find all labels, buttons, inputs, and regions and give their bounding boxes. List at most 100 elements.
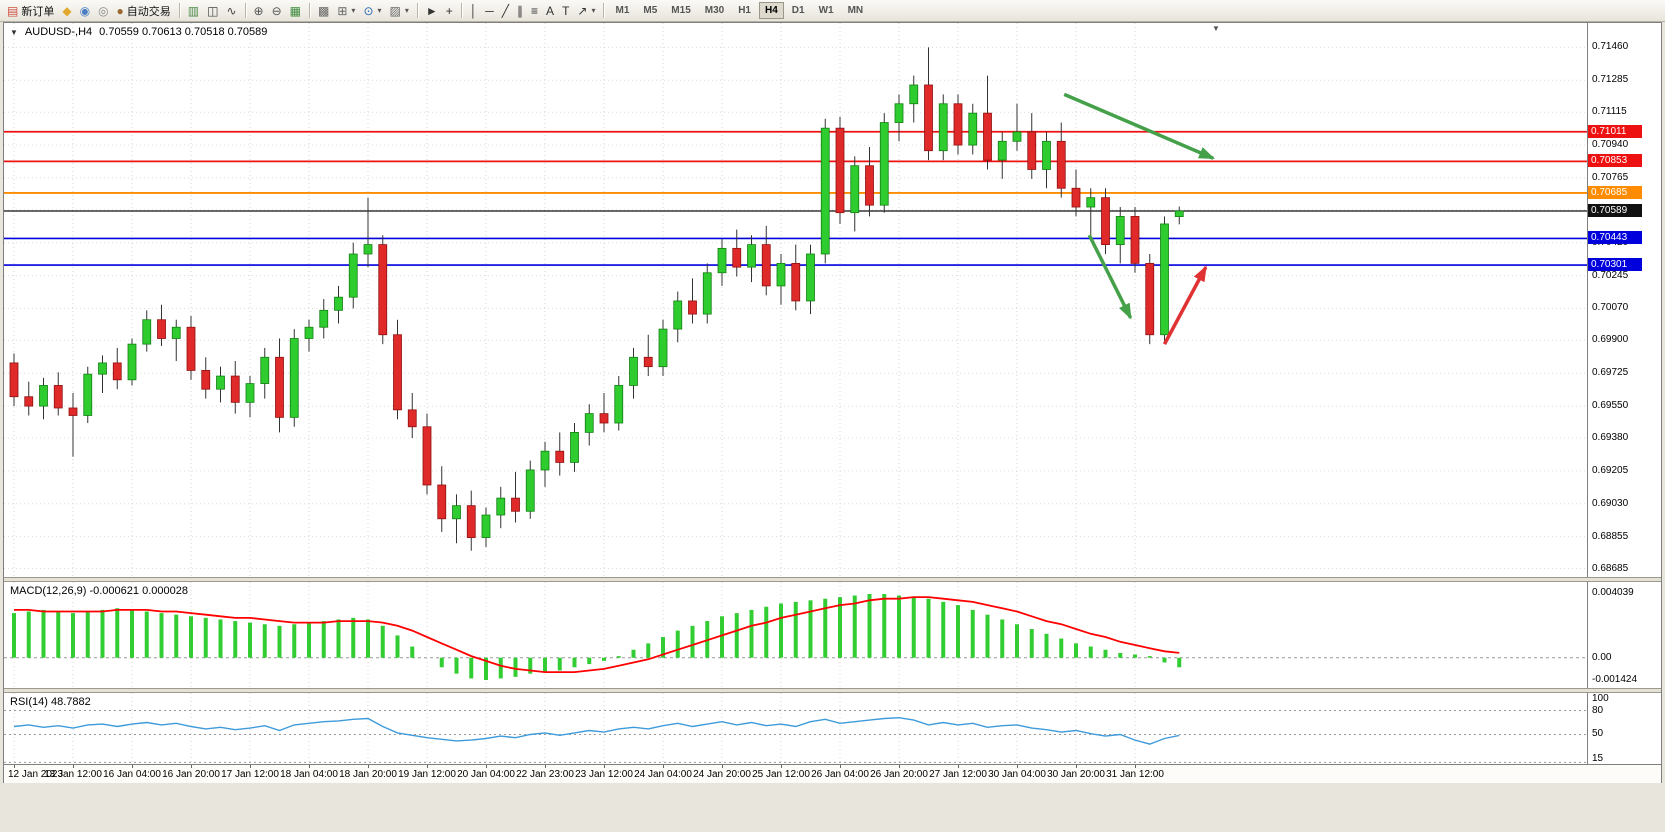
profiles-button[interactable]: ⊙ ▾ <box>359 1 385 20</box>
time-axis[interactable]: 12 Jan 2023 13 Jan 12:00 16 Jan 04:00 16 Ja… <box>4 764 1661 783</box>
market-button[interactable]: ◆ <box>58 1 75 20</box>
new-order-button-label: 新订单 <box>21 5 55 18</box>
new-order-icon: ▤ <box>7 3 19 18</box>
new-order-button[interactable]: ▤ 新订单 <box>3 1 58 20</box>
chevron-down-icon: ▾ <box>591 6 596 15</box>
time-axis-label: 25 Jan 12:00 <box>752 769 810 780</box>
toolbar: ▤ 新订单 ◆ ◉ ◎ ● 自动交易 ▥ ◫ ∿ ⊕ ⊖ ▦ ▩ ⊞ ▾ ⊙ ▾ ▨ ▾ ► + │ ─ ╱ ∥ ≡ A T ↗ ▾ M1 M5… <box>0 0 1665 22</box>
line-chart-button[interactable]: ∿ <box>222 1 240 20</box>
macd-scale-label: -0.001424 <box>1592 674 1638 686</box>
trendline-icon: ╱ <box>501 3 510 18</box>
zoom-out-icon: ⊖ <box>271 3 282 18</box>
time-tick <box>309 765 310 768</box>
price-tick-label: 0.68685 <box>1592 562 1629 574</box>
time-tick <box>958 765 959 768</box>
label-button[interactable]: T <box>558 1 573 20</box>
chart-window: 0.71460 0.71285 0.71115 0.70940 0.70765 0.705… <box>3 22 1662 783</box>
price-scale[interactable]: 0.71460 0.71285 0.71115 0.70940 0.70765 0.705… <box>1587 23 1661 577</box>
zoom-out-button[interactable]: ⊖ <box>268 1 286 20</box>
ohlc-label: 0.70559 0.70613 0.70518 0.70589 <box>99 26 268 38</box>
fibonacci-button[interactable]: ≡ <box>527 1 542 20</box>
toolbar-separator <box>244 3 246 18</box>
bar-chart-icon: ▥ <box>187 3 200 18</box>
vertical-line-button[interactable]: │ <box>466 1 482 20</box>
price-tag: 0.71011 <box>1588 124 1642 138</box>
time-axis-label: 16 Jan 04:00 <box>103 769 161 780</box>
time-tick <box>1017 765 1018 768</box>
time-axis-label: 17 Jan 12:00 <box>221 769 279 780</box>
channel-icon: ∥ <box>517 3 524 18</box>
horizontal-line-icon: ─ <box>485 3 494 18</box>
time-tick <box>663 765 664 768</box>
price-tick-label: 0.68855 <box>1592 530 1629 542</box>
templates-button[interactable]: ▨ ▾ <box>386 1 413 20</box>
time-tick <box>1135 765 1136 768</box>
price-tick-label: 0.70940 <box>1592 139 1629 151</box>
cursor-button[interactable]: ► <box>422 1 442 20</box>
rsi-scale[interactable]: 100 80 50 15 <box>1587 693 1661 764</box>
time-tick <box>368 765 369 768</box>
tile-windows-button[interactable]: ▦ <box>286 1 305 20</box>
clock-icon: ⊙ <box>363 3 374 18</box>
crosshair-button[interactable]: + <box>442 1 457 20</box>
collapse-icon[interactable]: ▼ <box>10 27 18 37</box>
toolbar-separator <box>416 3 418 18</box>
rsi-scale-label: 50 <box>1592 728 1604 740</box>
new-chart-button[interactable]: ⊞ ▾ <box>333 1 359 20</box>
line-chart-icon: ∿ <box>226 3 237 18</box>
channel-button[interactable]: ∥ <box>513 1 527 20</box>
price-tick-label: 0.69900 <box>1592 334 1629 346</box>
time-axis-label: 26 Jan 04:00 <box>811 769 869 780</box>
chart-shift-marker[interactable]: ▼ <box>1212 24 1220 33</box>
main-chart-panel: 0.71460 0.71285 0.71115 0.70940 0.70765 0.705… <box>4 23 1661 577</box>
support-button[interactable]: ◎ <box>94 1 112 20</box>
text-button[interactable]: A <box>542 1 558 20</box>
rsi-header: RSI(14) 48.7882 <box>10 696 91 708</box>
time-tick <box>604 765 605 768</box>
price-tag: 0.70589 <box>1588 203 1642 217</box>
time-tick <box>132 765 133 768</box>
panel-separator[interactable] <box>4 577 1661 582</box>
timeframe-d1-button[interactable]: D1 <box>791 5 805 16</box>
time-tick <box>840 765 841 768</box>
time-axis-label: 20 Jan 04:00 <box>457 769 515 780</box>
horizontal-line-button[interactable]: ─ <box>481 1 498 20</box>
timeframe-h1-button[interactable]: H1 <box>738 5 751 16</box>
fibonacci-icon: ≡ <box>531 3 539 18</box>
timeframe-mn-button[interactable]: MN <box>847 5 864 16</box>
community-button[interactable]: ◉ <box>76 1 94 20</box>
label-icon: T <box>562 3 570 18</box>
timeframe-h4-button[interactable]: H4 <box>759 2 784 19</box>
timeframe-m15-button[interactable]: M15 <box>671 5 691 16</box>
price-tick-label: 0.69550 <box>1592 400 1629 412</box>
time-axis-label: 19 Jan 12:00 <box>398 769 456 780</box>
time-axis-label: 22 Jan 23:00 <box>516 769 574 780</box>
candles-chart-button[interactable]: ◫ <box>203 1 222 20</box>
timeframe-m30-button[interactable]: M30 <box>704 5 725 16</box>
time-axis-label: 24 Jan 20:00 <box>693 769 751 780</box>
crosshair-icon: + <box>445 3 453 18</box>
macd-canvas[interactable] <box>4 582 1587 688</box>
time-axis-label: 24 Jan 04:00 <box>634 769 692 780</box>
time-axis-label: 30 Jan 04:00 <box>988 769 1046 780</box>
main-chart-canvas[interactable] <box>4 23 1587 577</box>
time-tick <box>250 765 251 768</box>
rsi-canvas[interactable] <box>4 693 1587 764</box>
auto-trading-button[interactable]: ● 自动交易 <box>113 1 175 20</box>
timeframe-m1-button[interactable]: M1 <box>615 5 630 16</box>
bar-chart-button[interactable]: ▥ <box>184 1 203 20</box>
headset-icon: ◎ <box>98 3 109 18</box>
price-tick-label: 0.70070 <box>1592 302 1629 314</box>
cascade-icon: ▩ <box>318 3 330 18</box>
time-axis-label: 16 Jan 20:00 <box>162 769 220 780</box>
arrows-button[interactable]: ↗ ▾ <box>573 1 599 20</box>
auto-trading-icon: ● <box>116 3 124 18</box>
timeframe-m5-button[interactable]: M5 <box>643 5 658 16</box>
arrange-windows-button[interactable]: ▩ <box>314 1 333 20</box>
trendline-button[interactable]: ╱ <box>498 1 513 20</box>
macd-scale[interactable]: 0.004039 0.00 -0.001424 <box>1587 582 1661 688</box>
tile-windows-icon: ▦ <box>289 3 302 18</box>
timeframe-w1-button[interactable]: W1 <box>818 5 834 16</box>
zoom-in-button[interactable]: ⊕ <box>250 1 268 20</box>
panel-separator[interactable] <box>4 688 1661 693</box>
